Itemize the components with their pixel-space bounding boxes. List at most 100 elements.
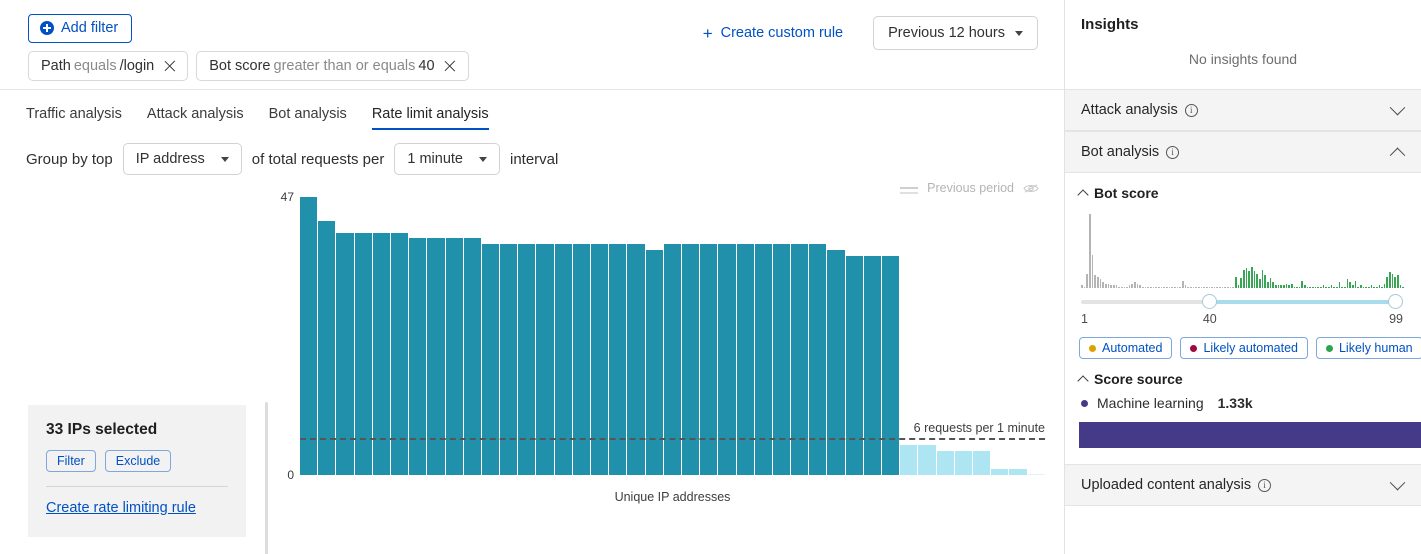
tab-attack-analysis[interactable]: Attack analysis	[146, 106, 244, 122]
histogram-bar	[1317, 286, 1320, 288]
bar[interactable]	[918, 445, 936, 475]
histogram-bar	[1325, 286, 1328, 288]
histogram-bar	[1301, 280, 1304, 288]
bar[interactable]	[445, 238, 463, 475]
bar[interactable]	[409, 238, 427, 475]
bar[interactable]	[972, 451, 991, 475]
time-range-selector[interactable]: Previous 12 hours	[873, 16, 1038, 50]
bar[interactable]	[845, 256, 863, 475]
accordion-uploaded-content-analysis[interactable]: Uploaded content analysis i	[1065, 464, 1421, 506]
info-icon[interactable]: i	[1258, 478, 1272, 492]
bar[interactable]	[736, 244, 754, 475]
badge-likely-human[interactable]: Likely human	[1315, 337, 1421, 359]
bar[interactable]	[572, 244, 590, 475]
bar[interactable]	[427, 238, 445, 475]
bar[interactable]	[300, 197, 318, 475]
histogram-bar	[1091, 255, 1094, 288]
range-knob-low[interactable]	[1201, 294, 1217, 309]
histogram-bar	[1104, 283, 1107, 288]
accordion-attack-analysis[interactable]: Attack analysis i	[1065, 89, 1421, 131]
info-icon[interactable]: i	[1166, 145, 1180, 159]
histogram-bar	[1173, 286, 1176, 288]
bar[interactable]	[481, 244, 500, 475]
histogram-bar	[1219, 286, 1221, 288]
score-source-header[interactable]: Score source	[1077, 371, 1405, 387]
range-mid-label: 40	[1202, 312, 1217, 326]
histogram-bar	[1211, 286, 1213, 288]
range-knob-high[interactable]	[1388, 294, 1403, 309]
bar[interactable]	[791, 244, 809, 475]
bar[interactable]	[954, 451, 972, 475]
group-by-controls: Group by top IP address of total request…	[0, 130, 1064, 175]
histogram-bar	[1088, 214, 1091, 288]
bar[interactable]	[663, 244, 681, 475]
exclude-button[interactable]: Exclude	[104, 450, 172, 472]
bar[interactable]	[882, 256, 900, 475]
bar[interactable]	[354, 232, 372, 475]
badge-label: Automated	[1102, 341, 1163, 355]
badge-automated[interactable]: Automated	[1079, 337, 1173, 359]
bar[interactable]	[1009, 469, 1027, 475]
bar[interactable]	[627, 244, 645, 475]
histogram-bar	[1171, 286, 1173, 288]
bar[interactable]	[372, 232, 390, 475]
filter-chip-bot-score[interactable]: Bot score greater than or equals 40	[196, 50, 469, 82]
bar[interactable]	[827, 250, 845, 475]
chevron-down-icon	[1015, 30, 1023, 36]
bar[interactable]	[463, 238, 481, 475]
bar[interactable]	[645, 250, 663, 475]
histogram-bar	[1243, 269, 1245, 288]
bar-series[interactable]	[300, 197, 1045, 475]
bar[interactable]	[518, 244, 536, 475]
bar[interactable]	[772, 244, 791, 475]
bar[interactable]	[700, 244, 718, 475]
tab-bot-analysis[interactable]: Bot analysis	[268, 106, 347, 122]
bar[interactable]	[591, 244, 609, 475]
bar[interactable]	[500, 244, 518, 475]
histogram-bar	[1397, 275, 1399, 288]
histogram-bar	[1290, 283, 1293, 288]
remove-filter-icon[interactable]	[163, 59, 176, 72]
histogram-bar	[1277, 285, 1280, 288]
chart-legend[interactable]: Previous period	[900, 181, 1039, 195]
bar[interactable]	[863, 256, 881, 475]
histogram-bar	[1272, 282, 1274, 288]
bar[interactable]	[936, 451, 954, 475]
threshold-label: 6 requests per 1 minute	[913, 420, 1045, 435]
eye-off-icon[interactable]	[1023, 183, 1039, 194]
bar[interactable]	[900, 445, 918, 475]
accordion-bot-analysis[interactable]: Bot analysis i	[1065, 131, 1421, 173]
tab-traffic-analysis[interactable]: Traffic analysis	[26, 106, 122, 122]
bot-score-header[interactable]: Bot score	[1077, 185, 1405, 201]
bar[interactable]	[681, 244, 700, 475]
bar[interactable]	[318, 220, 336, 475]
create-custom-rule-button[interactable]: + Create custom rule	[703, 25, 843, 42]
badge-likely-automated[interactable]: Likely automated	[1180, 337, 1308, 359]
bar[interactable]	[609, 244, 627, 475]
add-filter-button[interactable]: Add filter	[28, 14, 133, 43]
bar[interactable]	[554, 244, 572, 475]
create-rate-limiting-rule-link[interactable]: Create rate limiting rule	[46, 500, 196, 516]
insights-title: Insights	[1081, 16, 1139, 33]
histogram-bar	[1235, 276, 1237, 288]
info-icon[interactable]: i	[1184, 103, 1198, 117]
remove-filter-icon[interactable]	[444, 59, 457, 72]
bar[interactable]	[754, 244, 772, 475]
chip-operator: greater than or equals	[273, 57, 416, 74]
filter-button[interactable]: Filter	[46, 450, 96, 472]
bar[interactable]	[809, 244, 827, 475]
bar[interactable]	[536, 244, 554, 475]
bar[interactable]	[1027, 474, 1045, 475]
bar[interactable]	[390, 232, 409, 475]
group-by-dimension-select[interactable]: IP address	[122, 143, 242, 175]
bar[interactable]	[991, 469, 1009, 475]
bar[interactable]	[336, 232, 354, 475]
bot-score-range-slider[interactable]	[1081, 294, 1403, 310]
threshold-slider-track[interactable]	[265, 402, 268, 554]
histogram-bar	[1312, 286, 1314, 288]
bar[interactable]	[718, 244, 736, 475]
histogram-bar	[1386, 276, 1389, 288]
tab-rate-limit-analysis[interactable]: Rate limit analysis	[371, 106, 489, 130]
interval-select[interactable]: 1 minute	[394, 143, 500, 175]
filter-chip-path[interactable]: Path equals/login	[28, 50, 189, 82]
